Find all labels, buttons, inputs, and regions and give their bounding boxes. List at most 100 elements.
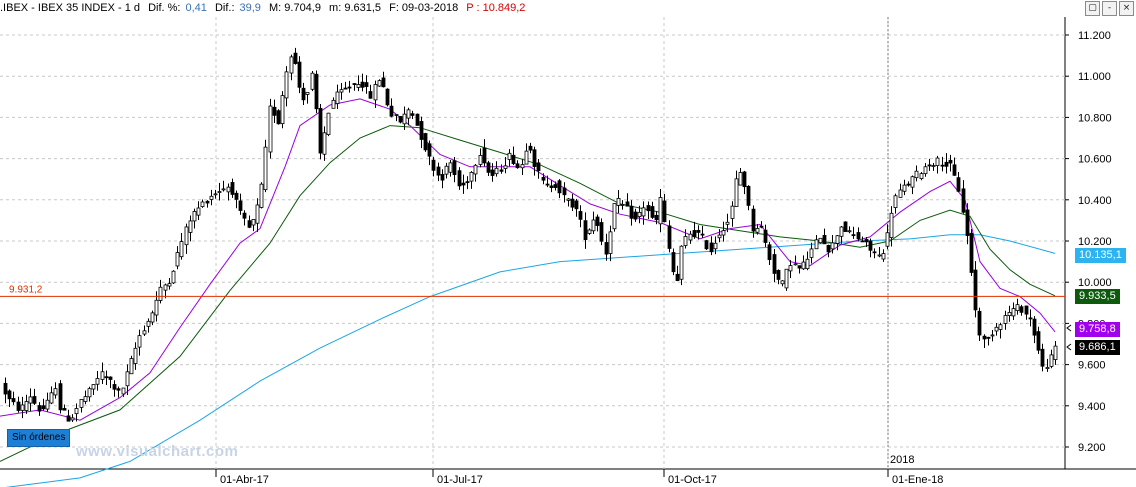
candle-body (952, 164, 957, 176)
dif-pct-label: Dif. %: (148, 2, 181, 14)
candle-body (759, 225, 764, 228)
candle-body (893, 195, 898, 208)
y-tick-label: 10.800 (1078, 112, 1112, 124)
symbol-label: .IBEX - IBEX 35 INDEX - 1 d (0, 2, 140, 14)
candle-body (188, 220, 193, 233)
candle-body (146, 320, 151, 327)
candle-body (662, 200, 667, 223)
candle-body (268, 105, 273, 153)
candle-body (998, 324, 1003, 330)
candle-body (423, 133, 428, 151)
candle-body (284, 71, 289, 99)
candle-body (675, 273, 680, 281)
candle-body (877, 254, 882, 257)
candle-body (528, 145, 533, 151)
plot-area[interactable] (0, 17, 1065, 469)
candle-body (721, 230, 726, 236)
candle-body (595, 216, 600, 226)
orders-status-badge[interactable]: Sin órdenes (7, 429, 71, 447)
candle-body (83, 396, 88, 402)
candle-body (419, 121, 424, 140)
candle-body (108, 376, 113, 380)
candle-body (444, 165, 449, 175)
close-button[interactable]: × (1119, 1, 1134, 16)
candle-body (486, 162, 491, 173)
candle-body (969, 232, 974, 273)
candle-body (242, 212, 247, 219)
candle-body (814, 239, 819, 250)
y-tick-label: 9.600 (1078, 360, 1106, 372)
candle-body (683, 236, 688, 246)
candle-body (1032, 318, 1037, 336)
candle-body (335, 91, 340, 104)
candle-body (402, 113, 407, 125)
y-tick-label: 10.200 (1078, 236, 1112, 248)
candle-body (872, 251, 877, 254)
ma50-line (0, 125, 1056, 462)
candle-body (461, 182, 466, 186)
minimize-button[interactable]: - (1102, 1, 1117, 16)
candle-body (973, 269, 978, 311)
candle-body (133, 347, 138, 364)
candle-body (755, 228, 760, 233)
max-value: M: 9.704,9 (269, 2, 321, 14)
candle-body (66, 415, 71, 422)
candle-body (20, 404, 25, 411)
candle-body (91, 384, 96, 390)
candle-body (347, 86, 352, 89)
candle-body (184, 226, 189, 246)
date-value: F: 09-03-2018 (389, 2, 459, 14)
candle-body (545, 183, 550, 186)
candle-body (104, 376, 109, 379)
candle-body (767, 244, 772, 260)
candle-body (53, 388, 58, 396)
candle-body (931, 165, 936, 167)
candle-body (276, 110, 281, 125)
candle-body (818, 237, 823, 244)
horizontal-reference-line[interactable]: 9.931,2 (0, 284, 1065, 297)
candle-body (520, 164, 525, 169)
candle-body (688, 233, 693, 241)
candle-body (961, 188, 966, 213)
candle-body (415, 113, 420, 126)
candle-body (192, 211, 197, 222)
candle-body (3, 382, 8, 395)
y-tick-label: 11.200 (1078, 30, 1111, 42)
candle-body (158, 286, 163, 301)
candle-body (1040, 348, 1045, 367)
candle-body (37, 405, 42, 412)
candle-body (171, 270, 176, 284)
candle-body (587, 229, 592, 234)
candle-body (234, 192, 239, 200)
candle-body (612, 203, 617, 230)
candle-body (154, 299, 159, 316)
candle-body (377, 80, 382, 87)
candle-body (79, 399, 84, 408)
min-value: m: 9.631,5 (329, 2, 382, 14)
candle-body (1028, 317, 1033, 320)
x-tick-label: 01-Ene-18 (892, 474, 943, 486)
candle-body (557, 180, 562, 194)
watermark: www.visualchart.com (76, 443, 239, 460)
candle-body (385, 88, 390, 106)
candle-body (511, 154, 516, 164)
candle-body (856, 232, 861, 240)
x-tick-label: 01-Abr-17 (220, 474, 269, 486)
candle-body (956, 177, 961, 192)
candle-body (822, 235, 827, 245)
candle-body (566, 198, 571, 201)
ma200-line (5, 234, 1056, 487)
candle-body (935, 157, 940, 166)
reference-line-label: 9.931,2 (9, 284, 43, 295)
candle-body (574, 200, 579, 210)
last-price-tag: 9.686,1 (1075, 340, 1120, 355)
maximize-button[interactable]: ▢ (1085, 1, 1100, 16)
candle-body (629, 205, 634, 219)
candle-body (137, 335, 142, 348)
candle-body (469, 171, 474, 182)
candle-body (860, 240, 865, 243)
candle-body (868, 240, 873, 251)
candle-body (650, 206, 655, 218)
candle-body (251, 219, 256, 226)
